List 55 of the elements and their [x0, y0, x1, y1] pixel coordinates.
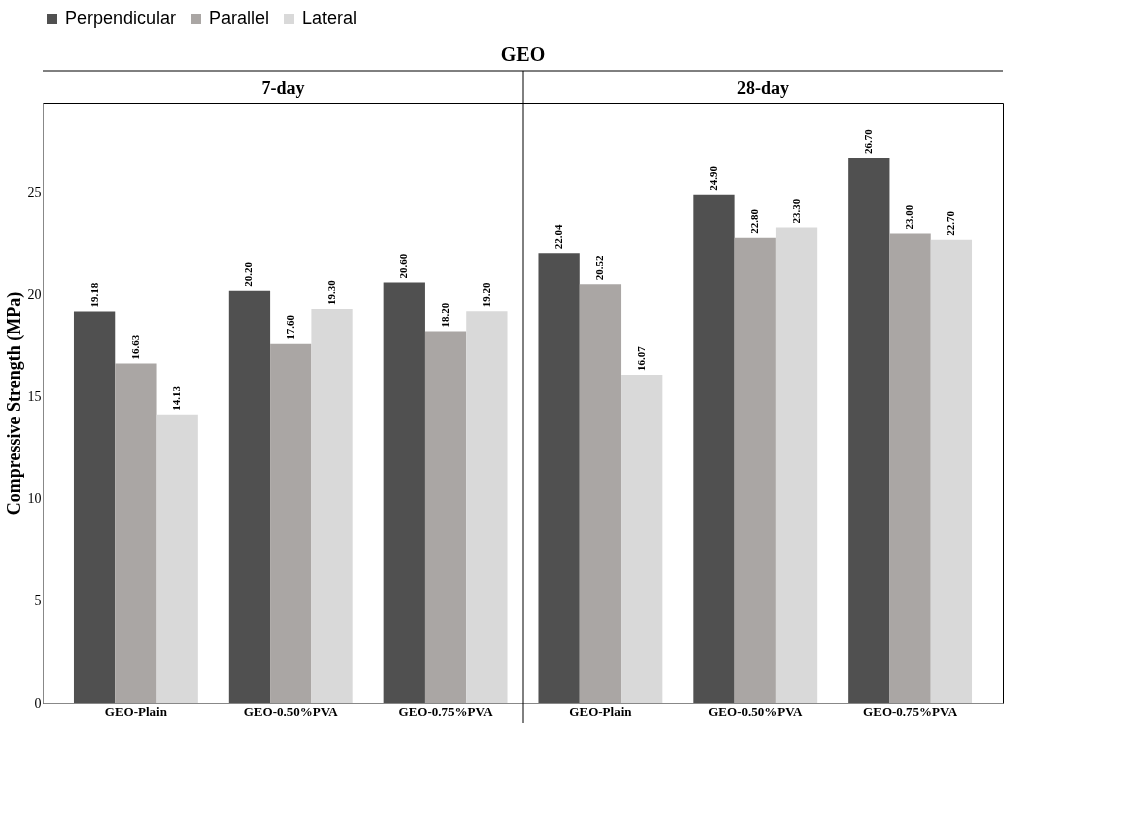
bar: [889, 233, 931, 703]
text: 28-day: [736, 78, 790, 98]
data-label: 14.13: [170, 385, 183, 411]
legend-label: Perpendicular: [65, 8, 177, 28]
data-label: 19.30: [325, 279, 338, 306]
bar: [156, 414, 198, 703]
data-label: 20.52: [593, 254, 606, 281]
bar: [848, 158, 890, 703]
x-tick-label: GEO-Plain: [104, 703, 168, 719]
bar: [466, 311, 508, 703]
bar: [930, 239, 973, 703]
bar: [734, 237, 776, 703]
bar: [693, 194, 735, 703]
y-tick-label: 10: [27, 491, 42, 507]
bar: [73, 311, 116, 703]
chart-title: GEO: [500, 43, 546, 65]
y-tick-label: 15: [27, 389, 42, 405]
bar: [538, 253, 580, 703]
bar: [424, 331, 467, 703]
bar: [270, 343, 312, 703]
bar: [579, 284, 622, 703]
x-tick-label: GEO-Plain: [569, 703, 633, 719]
data-label: 17.60: [283, 314, 296, 340]
y-axis-title: Compressive Strength (MPa): [3, 291, 25, 516]
bar: [228, 290, 271, 703]
bar: [621, 375, 663, 703]
data-label: 20.60: [397, 253, 410, 279]
data-label: 18.20: [438, 302, 451, 328]
data-label: 24.90: [706, 165, 719, 191]
bar: [775, 227, 818, 703]
bar: [311, 309, 353, 703]
text: 7-day: [261, 78, 305, 98]
data-label: 22.70: [944, 210, 957, 236]
x-tick-label: GEO-0.75%PVA: [863, 703, 958, 719]
data-label: 23.00: [903, 204, 916, 230]
data-label: 16.07: [634, 345, 647, 372]
y-tick-label: 5: [34, 593, 42, 609]
legend-label: Parallel: [209, 8, 270, 28]
y-tick-label: 25: [27, 185, 42, 201]
y-tick-label: 0: [34, 695, 42, 711]
bar: [383, 282, 425, 703]
x-tick-label: GEO-0.75%PVA: [398, 703, 494, 719]
data-label: 19.18: [87, 282, 100, 308]
data-label: 23.30: [789, 198, 802, 224]
data-label: 26.70: [861, 128, 874, 155]
legend-label: Lateral: [302, 8, 358, 28]
y-tick-label: 20: [27, 287, 42, 303]
data-label: 19.20: [479, 281, 492, 308]
bar: [115, 363, 157, 703]
data-label: 20.20: [242, 261, 255, 287]
x-tick-label: GEO-0.50%PVA: [708, 703, 803, 719]
data-label: 22.04: [552, 223, 565, 250]
data-label: 22.80: [748, 208, 761, 234]
x-tick-label: GEO-0.50%PVA: [243, 703, 339, 719]
data-label: 16.63: [128, 334, 141, 360]
